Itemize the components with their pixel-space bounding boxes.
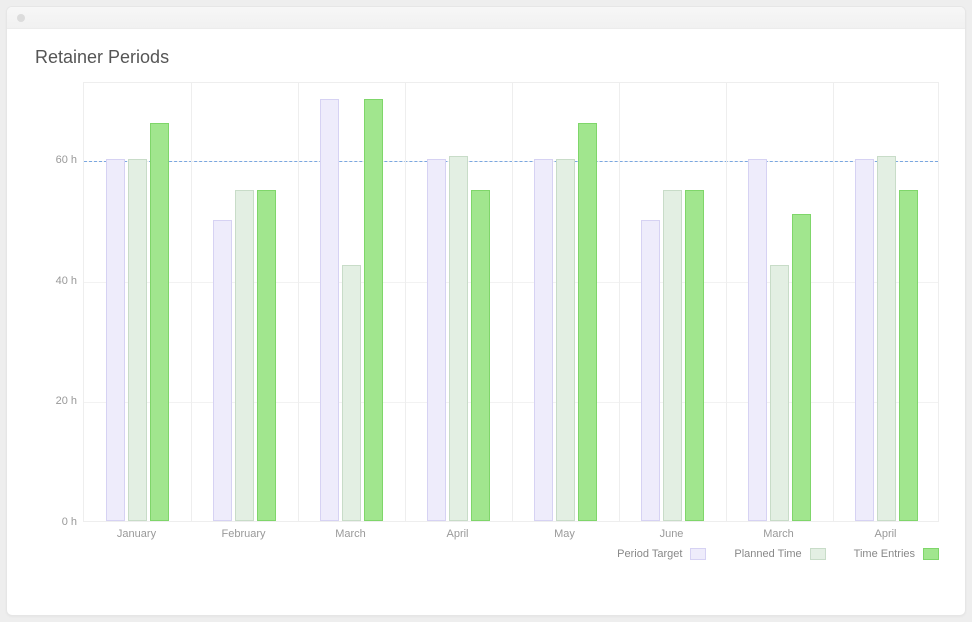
legend-item: Planned Time [734, 548, 825, 560]
bar [685, 190, 704, 522]
target-reference-line [84, 161, 938, 162]
category-divider [405, 83, 406, 521]
bar [534, 159, 553, 521]
content-area: Retainer Periods Period Target Planned Ti… [7, 29, 965, 572]
bar [641, 220, 660, 521]
x-tick-label: March [763, 528, 794, 540]
bar [449, 156, 468, 521]
bar [578, 123, 597, 521]
x-tick-label: January [117, 528, 156, 540]
category-divider [298, 83, 299, 521]
category-divider [619, 83, 620, 521]
window-titlebar [7, 7, 965, 29]
legend-item: Period Target [617, 548, 706, 560]
bar [748, 159, 767, 521]
bar [235, 190, 254, 522]
bar [855, 159, 874, 521]
y-tick-label: 60 h [56, 154, 77, 166]
bar [342, 265, 361, 521]
y-tick-label: 0 h [62, 516, 77, 528]
category-divider [726, 83, 727, 521]
legend-swatch [923, 548, 939, 560]
chart: Period Target Planned Time Time Entries 0 … [35, 82, 939, 562]
x-tick-label: May [554, 528, 575, 540]
chart-title: Retainer Periods [35, 47, 937, 68]
bar [471, 190, 490, 522]
bar [150, 123, 169, 521]
bar [128, 159, 147, 521]
y-tick-label: 40 h [56, 275, 77, 287]
category-divider [512, 83, 513, 521]
bar [213, 220, 232, 521]
bar [770, 265, 789, 521]
legend-label: Period Target [617, 548, 682, 560]
x-tick-label: April [874, 528, 896, 540]
category-divider [833, 83, 834, 521]
x-tick-label: March [335, 528, 366, 540]
x-tick-label: June [660, 528, 684, 540]
bar [556, 159, 575, 521]
x-tick-label: February [221, 528, 265, 540]
plot-area [83, 82, 939, 522]
bar [792, 214, 811, 521]
legend-label: Time Entries [854, 548, 915, 560]
y-tick-label: 20 h [56, 395, 77, 407]
bar [257, 190, 276, 522]
legend-label: Planned Time [734, 548, 801, 560]
legend-swatch [690, 548, 706, 560]
app-window: Retainer Periods Period Target Planned Ti… [6, 6, 966, 616]
legend-swatch [810, 548, 826, 560]
bar [106, 159, 125, 521]
bar [320, 99, 339, 521]
bar [364, 99, 383, 521]
window-dot [17, 14, 25, 22]
x-tick-label: April [446, 528, 468, 540]
bar [427, 159, 446, 521]
legend-item: Time Entries [854, 548, 939, 560]
bar [877, 156, 896, 521]
legend: Period Target Planned Time Time Entries [617, 548, 939, 560]
bar [663, 190, 682, 522]
bar [899, 190, 918, 522]
category-divider [191, 83, 192, 521]
